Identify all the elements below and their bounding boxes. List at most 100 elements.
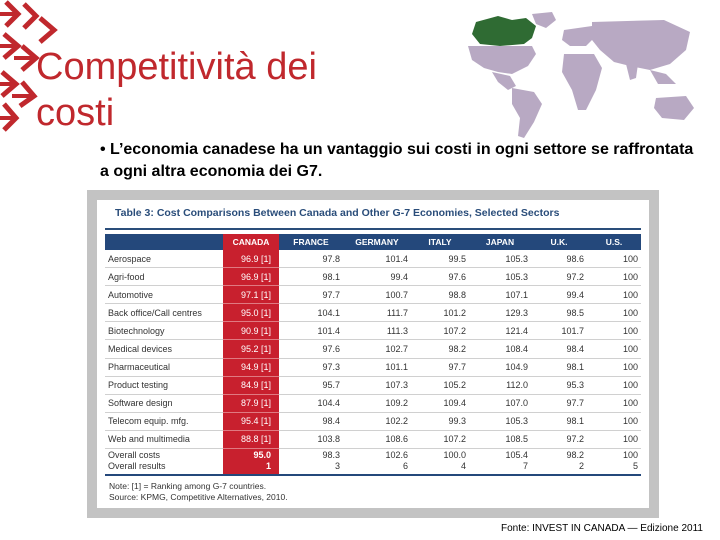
table-cell: 97.8 — [279, 250, 343, 269]
table-cell: 100.7 — [343, 285, 411, 305]
table-cell: 100 — [587, 321, 641, 341]
overall-rank-value: 4 — [460, 461, 466, 472]
map-australia — [654, 96, 694, 120]
table-cell: 105.3 — [469, 250, 531, 269]
table-cell: 105.2 — [411, 376, 469, 395]
map-asia — [592, 20, 690, 70]
table-cell: 98.4 — [279, 412, 343, 431]
map-india — [626, 64, 638, 80]
overall-labels: Overall costs Overall results — [105, 448, 223, 477]
overall-rank-value: 6 — [402, 461, 408, 472]
table-row: Web and multimedia 88.8 [1] 103.8 108.6 … — [105, 430, 641, 450]
table-cell: 98.4 — [531, 339, 587, 359]
table-cell: 99.5 — [411, 250, 469, 269]
overall-row: Overall costs Overall results 95.0 1 98.… — [105, 448, 641, 477]
table-image-frame: Table 3: Cost Comparisons Between Canada… — [87, 190, 659, 518]
canada-cell: 90.9 [1] — [223, 321, 279, 341]
table-row: Aerospace 96.9 [1] 97.8 101.4 99.5 105.3… — [105, 250, 641, 269]
table-cell: 109.4 — [411, 394, 469, 413]
table-cell: 111.3 — [343, 321, 411, 341]
overall-cost-value: 98.2 — [566, 450, 584, 461]
map-central-america — [492, 72, 516, 90]
table-cell: 97.6 — [279, 339, 343, 359]
header-canada: CANADA — [223, 234, 279, 250]
table-cell: 99.3 — [411, 412, 469, 431]
row-label: Product testing — [105, 376, 223, 395]
canada-cell: 88.8 [1] — [223, 430, 279, 450]
slide-title: Competitività dei costi — [36, 46, 317, 134]
table-cell: 107.0 — [469, 394, 531, 413]
canada-cell: 96.9 [1] — [223, 267, 279, 287]
table-cell: 102.2 — [343, 412, 411, 431]
table-cell: 100 — [587, 339, 641, 359]
overall-france: 98.3 3 — [279, 448, 343, 477]
map-usa — [468, 46, 536, 74]
canada-cell: 95.4 [1] — [223, 412, 279, 431]
table-row: Telecom equip. mfg. 95.4 [1] 98.4 102.2 … — [105, 412, 641, 431]
header-italy: ITALY — [411, 234, 469, 250]
overall-cost-value: 98.3 — [322, 450, 340, 461]
table-cell: 102.7 — [343, 339, 411, 359]
header-germany: GERMANY — [343, 234, 411, 250]
table-cell: 98.1 — [531, 412, 587, 431]
header-france: FRANCE — [279, 234, 343, 250]
overall-uk: 98.2 2 — [531, 448, 587, 477]
table-row: Back office/Call centres 95.0 [1] 104.1 … — [105, 303, 641, 323]
overall-rank-value: 1 — [265, 461, 271, 472]
source-footer: Fonte: INVEST IN CANADA — Edizione 2011 — [501, 523, 703, 534]
table-cell: 97.7 — [531, 394, 587, 413]
overall-rank-value: 7 — [522, 461, 528, 472]
row-label: Software design — [105, 394, 223, 413]
overall-canada: 95.0 1 — [223, 448, 279, 477]
map-south-america — [512, 88, 542, 138]
canada-cell: 95.2 [1] — [223, 339, 279, 359]
overall-cost-value: 105.4 — [505, 450, 528, 461]
overall-italy: 100.0 4 — [411, 448, 469, 477]
table-cell: 100 — [587, 358, 641, 377]
table-cell: 101.2 — [411, 303, 469, 323]
table-top-rule — [105, 228, 641, 230]
table-cell: 97.7 — [279, 285, 343, 305]
overall-germany: 102.6 6 — [343, 448, 411, 477]
table-cell: 121.4 — [469, 321, 531, 341]
canada-cell: 97.1 [1] — [223, 285, 279, 305]
table-cell: 97.2 — [531, 430, 587, 450]
table-cell: 105.3 — [469, 412, 531, 431]
overall-japan: 105.4 7 — [469, 448, 531, 477]
table-cell: 98.8 — [411, 285, 469, 305]
table-cell: 97.2 — [531, 267, 587, 287]
header-uk: U.K. — [531, 234, 587, 250]
table-cell: 101.7 — [531, 321, 587, 341]
row-label: Biotechnology — [105, 321, 223, 341]
table-row: Biotechnology 90.9 [1] 101.4 111.3 107.2… — [105, 321, 641, 341]
overall-cost-value: 102.6 — [385, 450, 408, 461]
row-label: Automotive — [105, 285, 223, 305]
table-card: Table 3: Cost Comparisons Between Canada… — [97, 200, 649, 508]
table-row: Medical devices 95.2 [1] 97.6 102.7 98.2… — [105, 339, 641, 359]
table-row: Product testing 84.9 [1] 95.7 107.3 105.… — [105, 376, 641, 395]
table-row: Software design 87.9 [1] 104.4 109.2 109… — [105, 394, 641, 413]
row-label: Pharmaceutical — [105, 358, 223, 377]
header-us: U.S. — [587, 234, 641, 250]
table-cell: 101.1 — [343, 358, 411, 377]
map-greenland — [532, 12, 556, 28]
canada-cell: 94.9 [1] — [223, 358, 279, 377]
table-cell: 108.4 — [469, 339, 531, 359]
map-europe — [562, 26, 596, 46]
table-cell: 100 — [587, 285, 641, 305]
table-cell: 104.4 — [279, 394, 343, 413]
overall-cost-value: 95.0 — [253, 450, 271, 461]
source-note: Source: KPMG, Competitive Alternatives, … — [109, 492, 288, 502]
overall-results-label: Overall results — [108, 461, 166, 472]
map-southeast-asia — [650, 70, 676, 84]
canada-cell: 87.9 [1] — [223, 394, 279, 413]
row-label: Aerospace — [105, 250, 223, 269]
table-cell: 101.4 — [343, 250, 411, 269]
canada-cell: 96.9 [1] — [223, 250, 279, 269]
map-africa — [562, 54, 602, 110]
ranking-note: Note: [1] = Ranking among G-7 countries. — [109, 481, 267, 491]
table-cell: 101.4 — [279, 321, 343, 341]
row-label: Web and multimedia — [105, 430, 223, 450]
table-cell: 112.0 — [469, 376, 531, 395]
table-cell: 107.3 — [343, 376, 411, 395]
